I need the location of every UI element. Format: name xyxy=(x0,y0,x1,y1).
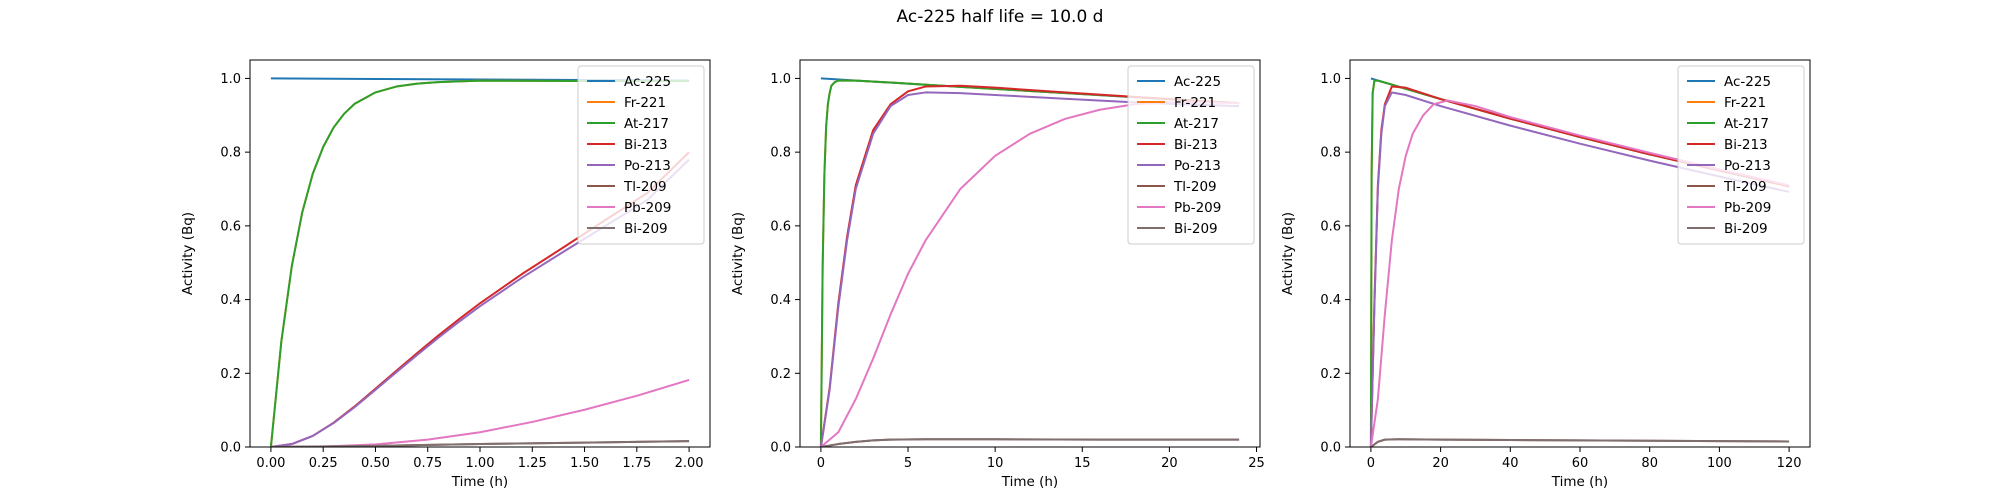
y-axis-label: Activity (Bq) xyxy=(180,212,196,295)
x-tick-label: 60 xyxy=(1572,456,1589,471)
y-tick-label: 0.2 xyxy=(1320,367,1341,382)
legend-label: Po-213 xyxy=(1724,158,1771,174)
series-line-at-217 xyxy=(269,79,690,447)
y-tick-label: 0.8 xyxy=(1320,146,1341,161)
x-axis-label: Time (h) xyxy=(1551,474,1608,490)
y-tick-label: 0.6 xyxy=(770,219,791,234)
x-tick-label: 0.25 xyxy=(309,456,338,471)
x-tick-label: 40 xyxy=(1502,456,1519,471)
x-tick-label: 1.25 xyxy=(518,456,547,471)
y-axis-label: Activity (Bq) xyxy=(730,212,746,295)
legend-label: Po-213 xyxy=(1174,158,1221,174)
legend-label: Bi-213 xyxy=(1724,137,1768,153)
x-axis-label: Time (h) xyxy=(1001,474,1058,490)
y-tick-label: 1.0 xyxy=(770,72,791,87)
y-tick-label: 0.4 xyxy=(220,293,241,308)
series-line-bi-209 xyxy=(270,440,690,447)
y-tick-label: 0.6 xyxy=(220,219,241,234)
x-tick-label: 10 xyxy=(987,456,1004,471)
y-tick-label: 0.0 xyxy=(220,441,241,456)
legend-label: Ac-225 xyxy=(1724,74,1771,90)
legend-label: At-217 xyxy=(624,116,669,132)
y-tick-label: 0.6 xyxy=(1320,219,1341,234)
legend-label: Po-213 xyxy=(624,158,671,174)
y-axis-label: Activity (Bq) xyxy=(1280,212,1296,295)
y-tick-label: 1.0 xyxy=(1320,72,1341,87)
legend-label: Pb-209 xyxy=(1174,200,1221,216)
x-tick-label: 1.00 xyxy=(466,456,495,471)
series-line-bi-209 xyxy=(1370,438,1790,447)
legend-label: At-217 xyxy=(1724,116,1769,132)
y-tick-label: 0.2 xyxy=(770,367,791,382)
legend-label: Ac-225 xyxy=(624,74,671,90)
x-tick-label: 0 xyxy=(1367,456,1375,471)
y-tick-label: 0.8 xyxy=(220,146,241,161)
x-tick-label: 20 xyxy=(1432,456,1449,471)
legend-label: Bi-213 xyxy=(1174,137,1218,153)
legend-label: Tl-209 xyxy=(1723,179,1767,195)
x-tick-label: 0.50 xyxy=(361,456,390,471)
x-tick-label: 2.00 xyxy=(675,456,704,471)
x-tick-label: 5 xyxy=(904,456,912,471)
legend-label: Pb-209 xyxy=(1724,200,1771,216)
y-tick-label: 0.0 xyxy=(770,441,791,456)
x-tick-label: 120 xyxy=(1777,456,1802,471)
legend-label: Tl-209 xyxy=(1173,179,1217,195)
y-tick-label: 0.4 xyxy=(770,293,791,308)
legend-label: Ac-225 xyxy=(1174,74,1221,90)
x-tick-label: 80 xyxy=(1641,456,1658,471)
y-tick-label: 0.0 xyxy=(1320,441,1341,456)
legend-box xyxy=(1677,65,1805,245)
x-tick-label: 1.50 xyxy=(570,456,599,471)
legend-box xyxy=(1127,65,1255,245)
x-tick-label: 0 xyxy=(817,456,825,471)
x-tick-label: 15 xyxy=(1074,456,1091,471)
legend-label: Tl-209 xyxy=(623,179,667,195)
legend: Ac-225 Fr-221 At-217 Bi-213 Po-213 Tl-209 Pb-2… xyxy=(1127,65,1255,245)
x-tick-label: 0.00 xyxy=(256,456,285,471)
legend-label: Bi-209 xyxy=(624,221,668,237)
x-tick-label: 25 xyxy=(1248,456,1265,471)
legend: Ac-225 Fr-221 At-217 Bi-213 Po-213 Tl-209 Pb-2… xyxy=(1677,65,1805,245)
x-tick-label: 20 xyxy=(1161,456,1178,471)
legend-label: Bi-209 xyxy=(1174,221,1218,237)
x-tick-label: 0.75 xyxy=(413,456,442,471)
legend-label: Fr-221 xyxy=(1724,95,1766,111)
legend-label: Fr-221 xyxy=(624,95,666,111)
series-line-po-213 xyxy=(819,91,1240,447)
axes-frame xyxy=(799,59,1261,448)
figure-title: Ac-225 half life = 10.0 d xyxy=(896,7,1104,27)
legend-label: Fr-221 xyxy=(1174,95,1216,111)
y-tick-label: 0.4 xyxy=(1320,293,1341,308)
x-tick-label: 100 xyxy=(1707,456,1732,471)
series-line-pb-209 xyxy=(1369,99,1790,447)
y-tick-label: 1.0 xyxy=(220,72,241,87)
legend: Ac-225 Fr-221 At-217 Bi-213 Po-213 Tl-209 Pb-2… xyxy=(577,65,705,245)
plot-area xyxy=(819,77,1240,447)
legend-label: Bi-213 xyxy=(624,137,668,153)
series-line-po-213 xyxy=(1369,91,1790,447)
legend-label: Pb-209 xyxy=(624,200,671,216)
y-tick-label: 0.8 xyxy=(770,146,791,161)
x-axis-label: Time (h) xyxy=(451,474,508,490)
x-tick-label: 1.75 xyxy=(622,456,651,471)
legend-box xyxy=(577,65,705,245)
legend-label: Bi-209 xyxy=(1724,221,1768,237)
y-tick-label: 0.2 xyxy=(220,367,241,382)
series-line-bi-209 xyxy=(820,438,1240,447)
legend-label: At-217 xyxy=(1174,116,1219,132)
